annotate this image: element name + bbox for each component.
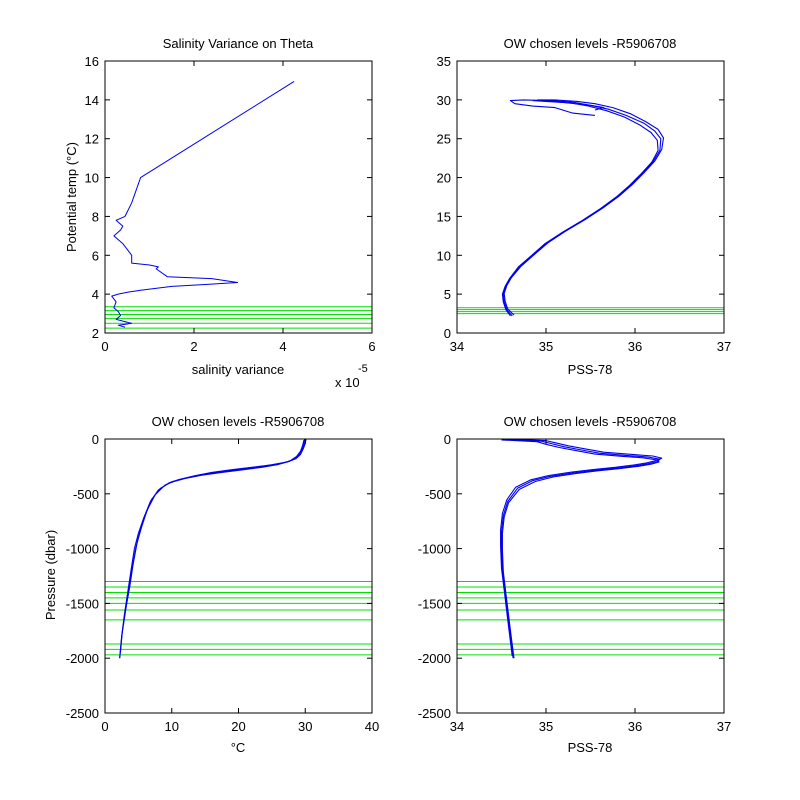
panel-1-x-multiplier: x 10 — [335, 375, 360, 390]
y-tick-label: 35 — [437, 54, 451, 69]
y-tick-label: 10 — [85, 171, 99, 186]
panel-1-x-multiplier-exponent: -5 — [358, 363, 368, 375]
panel-3-marks — [105, 439, 372, 659]
panel-3-y-axis-label: Pressure (dbar) — [43, 530, 58, 620]
y-tick-label: 0 — [92, 432, 99, 447]
x-tick-label: 37 — [717, 719, 731, 734]
x-tick-label: 30 — [298, 719, 312, 734]
x-tick-label: 0 — [101, 339, 108, 354]
y-tick-label: -2500 — [418, 706, 451, 721]
y-tick-label: -2000 — [66, 651, 99, 666]
y-tick-label: -1500 — [66, 596, 99, 611]
x-tick-label: 36 — [628, 719, 642, 734]
panel-1-title: Salinity Variance on Theta — [163, 36, 314, 51]
profile-line — [500, 439, 663, 657]
panel-3-x-axis-label: °C — [231, 740, 246, 755]
x-tick-label: 37 — [717, 339, 731, 354]
x-tick-label: 10 — [165, 719, 179, 734]
profile-line — [111, 80, 295, 328]
y-tick-label: 4 — [92, 287, 99, 302]
x-tick-label: 40 — [365, 719, 379, 734]
panel-2-marks — [457, 99, 724, 317]
y-tick-label: 25 — [437, 132, 451, 147]
y-tick-label: 12 — [85, 132, 99, 147]
x-tick-label: 36 — [628, 339, 642, 354]
panel-pressure-temperature: OW chosen levels -R5906708 °C Pressure (… — [43, 414, 379, 755]
y-tick-label: 6 — [92, 248, 99, 263]
panel-2-x-axis-label: PSS-78 — [568, 362, 613, 377]
x-tick-label: 34 — [450, 339, 464, 354]
y-tick-label: -2000 — [418, 651, 451, 666]
y-tick-label: -1000 — [66, 542, 99, 557]
x-tick-label: 2 — [190, 339, 197, 354]
y-tick-label: 20 — [437, 171, 451, 186]
y-tick-label: 5 — [444, 287, 451, 302]
panel-2-plot-area: 34 35 36 37 0 5 10 15 20 25 30 35 — [437, 54, 732, 354]
axes-frame — [104, 60, 373, 334]
y-tick-label: 2 — [92, 326, 99, 341]
y-tick-label: 14 — [85, 93, 99, 108]
x-tick-label: 0 — [101, 719, 108, 734]
profile-line — [500, 439, 661, 659]
x-tick-label: 35 — [539, 719, 553, 734]
x-tick-label: 34 — [450, 719, 464, 734]
x-tick-label: 20 — [231, 719, 245, 734]
axes-frame — [456, 60, 725, 334]
panel-2-title: OW chosen levels -R5906708 — [504, 36, 677, 51]
panel-pressure-salinity: OW chosen levels -R5906708 PSS-78 34 35 36… — [418, 414, 731, 755]
x-tick-label: 6 — [368, 339, 375, 354]
panel-4-marks — [457, 439, 724, 659]
y-tick-label: 0 — [444, 432, 451, 447]
panel-1-x-axis-label: salinity variance — [192, 362, 285, 377]
y-tick-label: 0 — [444, 326, 451, 341]
panel-3-title: OW chosen levels -R5906708 — [152, 414, 325, 429]
y-tick-label: 10 — [437, 248, 451, 263]
y-tick-label: -500 — [425, 487, 451, 502]
x-tick-label: 4 — [279, 339, 286, 354]
panel-4-plot-area: 34 35 36 37 -2500 -2000 -1500 -1000 -500 0 — [418, 432, 731, 734]
profile-line — [503, 99, 665, 316]
profile-line — [501, 100, 659, 317]
profile-line — [119, 439, 305, 659]
profile-line — [501, 439, 660, 659]
axes-frame — [456, 438, 725, 714]
panel-4-x-axis-label: PSS-78 — [568, 740, 613, 755]
y-tick-label: -1000 — [418, 542, 451, 557]
panel-salinity-variance: Salinity Variance on Theta salinity vari… — [64, 36, 376, 390]
panel-1-y-axis-label: Potential temp (°C) — [64, 142, 79, 252]
y-tick-label: 30 — [437, 93, 451, 108]
panel-1-marks — [105, 80, 372, 329]
panel-3-plot-area: 0 10 20 30 40 -2500 -2000 -1500 -1000 -500 0 — [66, 432, 379, 734]
x-tick-label: 35 — [539, 339, 553, 354]
y-tick-label: 16 — [85, 54, 99, 69]
profile-line — [509, 99, 605, 116]
panel-4-title: OW chosen levels -R5906708 — [504, 414, 677, 429]
y-tick-label: 15 — [437, 209, 451, 224]
y-tick-label: -2500 — [66, 706, 99, 721]
y-tick-label: 8 — [92, 209, 99, 224]
y-tick-label: -1500 — [418, 596, 451, 611]
panel-theta-salinity: OW chosen levels -R5906708 PSS-78 34 35 36… — [437, 36, 732, 377]
y-tick-label: -500 — [73, 487, 99, 502]
